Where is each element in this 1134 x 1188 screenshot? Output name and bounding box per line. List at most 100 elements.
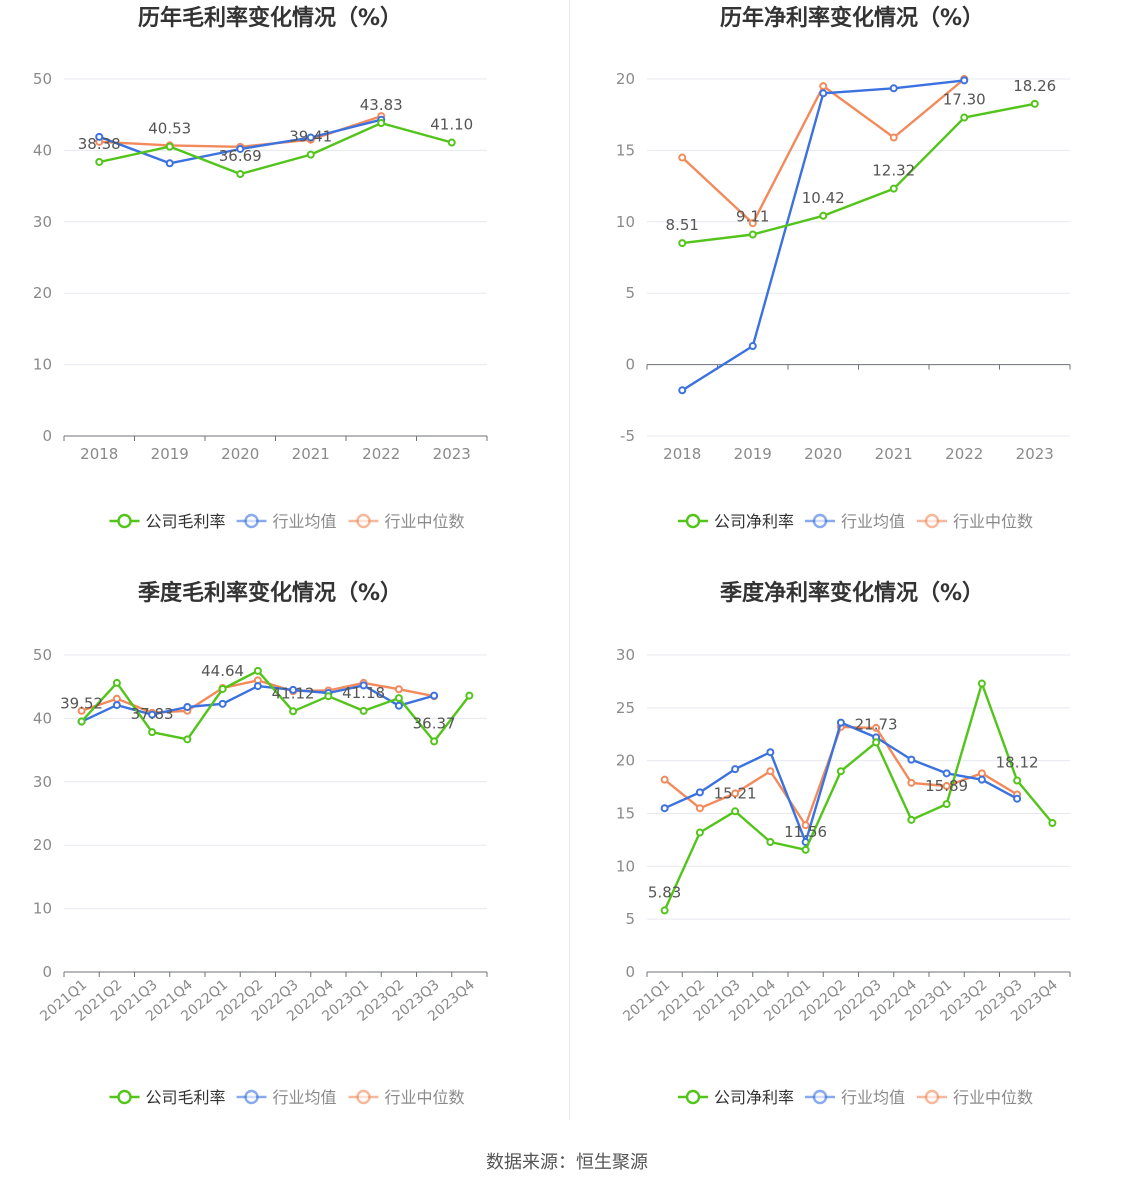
chart-svg: 季度净利率变化情况（%）0510152025302021Q12021Q22021… xyxy=(616,580,1071,1107)
data-point-avg xyxy=(960,76,969,85)
data-point-avg xyxy=(218,699,227,708)
y-tick-label: 15 xyxy=(616,805,635,823)
data-point-avg xyxy=(183,702,192,711)
data-point-company xyxy=(77,717,86,726)
data-point-company xyxy=(95,157,104,166)
x-tick-label: 2021 xyxy=(292,445,330,463)
chart-quarterly-net-margin: 季度净利率变化情况（%） 0 5 10 15 20 25 30 2021Q1 2021Q2 2021… xyxy=(570,575,1134,1150)
legend-item-median: 行业中位数 xyxy=(348,1088,465,1107)
y-tick-label: 40 xyxy=(33,141,52,159)
legend-marker xyxy=(812,513,828,529)
data-point-company xyxy=(872,738,881,747)
data-point-avg xyxy=(819,89,828,98)
series-line-avg xyxy=(681,79,965,392)
data-point-avg xyxy=(394,701,403,710)
data-point-avg xyxy=(977,775,986,784)
data-point-median xyxy=(77,706,86,715)
legend-marker xyxy=(812,1089,828,1105)
y-tick-label: 50 xyxy=(33,646,52,664)
x-tick-label: 2019 xyxy=(734,445,772,463)
legend-item-avg: 行业均值 xyxy=(236,512,337,531)
data-point-median xyxy=(801,821,810,830)
data-point-company xyxy=(236,170,245,179)
data-point-avg xyxy=(766,748,775,757)
x-tick-label: 2018 xyxy=(663,445,701,463)
data-point-avg xyxy=(253,682,262,691)
series-line-company xyxy=(80,669,471,743)
data-point-company xyxy=(377,119,386,128)
legend-marker xyxy=(244,513,259,529)
data-point-company xyxy=(678,239,687,248)
data-point-median xyxy=(748,219,757,228)
data-point-median xyxy=(112,694,121,703)
data-point-avg xyxy=(148,710,157,719)
chart-title: 历年净利率变化情况（%） xyxy=(720,5,984,31)
y-tick-label: 20 xyxy=(616,70,635,88)
legend-item-company: 公司毛利率 xyxy=(109,512,226,531)
data-label: 41.18 xyxy=(342,684,385,702)
x-tick-label: 2022 xyxy=(945,445,983,463)
x-tick-label: 2021 xyxy=(875,445,913,463)
legend-item-company: 公司毛利率 xyxy=(109,1088,226,1107)
y-tick-label: 0 xyxy=(625,356,635,374)
data-label: 18.26 xyxy=(1013,77,1056,95)
y-tick-label: 30 xyxy=(33,213,52,231)
data-point-avg xyxy=(748,342,757,351)
legend-marker xyxy=(685,513,701,529)
data-label: 37.83 xyxy=(131,705,174,723)
data-point-avg xyxy=(236,144,245,153)
y-tick-label: 5 xyxy=(625,910,635,928)
data-point-company xyxy=(253,666,262,675)
data-point-company xyxy=(801,845,810,854)
data-point-avg xyxy=(907,755,916,764)
data-point-avg xyxy=(112,701,121,710)
data-point-median xyxy=(942,782,951,791)
y-tick-label: 20 xyxy=(616,752,635,770)
data-point-median xyxy=(872,723,881,732)
y-tick-label: 30 xyxy=(33,773,52,791)
legend-label: 行业中位数 xyxy=(953,512,1033,531)
data-label: 39.41 xyxy=(289,128,332,146)
data-point-avg xyxy=(1013,794,1022,803)
legend-label: 行业均值 xyxy=(841,1088,905,1107)
data-point-avg xyxy=(289,685,298,694)
data-point-company xyxy=(766,838,775,847)
x-tick-label: 2023 xyxy=(433,445,471,463)
data-point-company xyxy=(1048,819,1057,828)
y-tick-label: 20 xyxy=(33,836,52,854)
legend-item-avg: 行业均值 xyxy=(805,1088,905,1107)
y-tick-label: 40 xyxy=(33,709,52,727)
data-label: 38.38 xyxy=(78,135,121,153)
data-point-avg xyxy=(306,133,315,142)
legend-item-avg: 行业均值 xyxy=(805,512,905,531)
legend-label: 公司净利率 xyxy=(714,1088,794,1107)
data-label: 39.52 xyxy=(60,694,103,712)
data-point-avg xyxy=(942,769,951,778)
data-point-company xyxy=(836,767,845,776)
data-point-company xyxy=(218,684,227,693)
x-tick-label: 2022 xyxy=(362,445,400,463)
legend-label: 行业均值 xyxy=(273,1088,337,1107)
data-label: 18.12 xyxy=(996,754,1039,772)
legend-item-company: 公司净利率 xyxy=(678,1088,794,1107)
data-label: 15.21 xyxy=(714,784,757,802)
y-tick-label: 15 xyxy=(616,141,635,159)
chart-quarterly-gross-margin: 季度毛利率变化情况（%） 0 10 20 30 40 50 2021Q1 2021Q2 2021Q… xyxy=(0,575,567,1150)
y-tick-label: 5 xyxy=(625,284,635,302)
data-point-company xyxy=(731,807,740,816)
data-label: 21.73 xyxy=(855,715,898,733)
data-point-company xyxy=(183,735,192,744)
data-point-avg xyxy=(889,84,898,93)
data-point-company xyxy=(165,142,174,151)
legend-label: 公司净利率 xyxy=(714,512,794,531)
data-label: 10.42 xyxy=(802,189,845,207)
data-label: 11.56 xyxy=(784,823,827,841)
data-point-company xyxy=(819,211,828,220)
series-line-company xyxy=(99,121,453,176)
legend-marker xyxy=(117,513,132,529)
data-point-company xyxy=(907,815,916,824)
data-point-company xyxy=(465,691,474,700)
series-line-company xyxy=(663,682,1054,911)
data-point-company xyxy=(660,906,669,915)
data-point-company xyxy=(889,184,898,193)
